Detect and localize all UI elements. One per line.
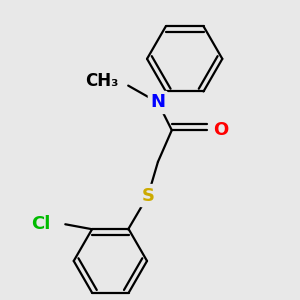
Text: CH₃: CH₃	[85, 72, 118, 90]
Text: Cl: Cl	[31, 215, 50, 233]
Text: S: S	[142, 187, 154, 205]
Text: N: N	[150, 93, 165, 111]
Text: O: O	[213, 121, 229, 139]
